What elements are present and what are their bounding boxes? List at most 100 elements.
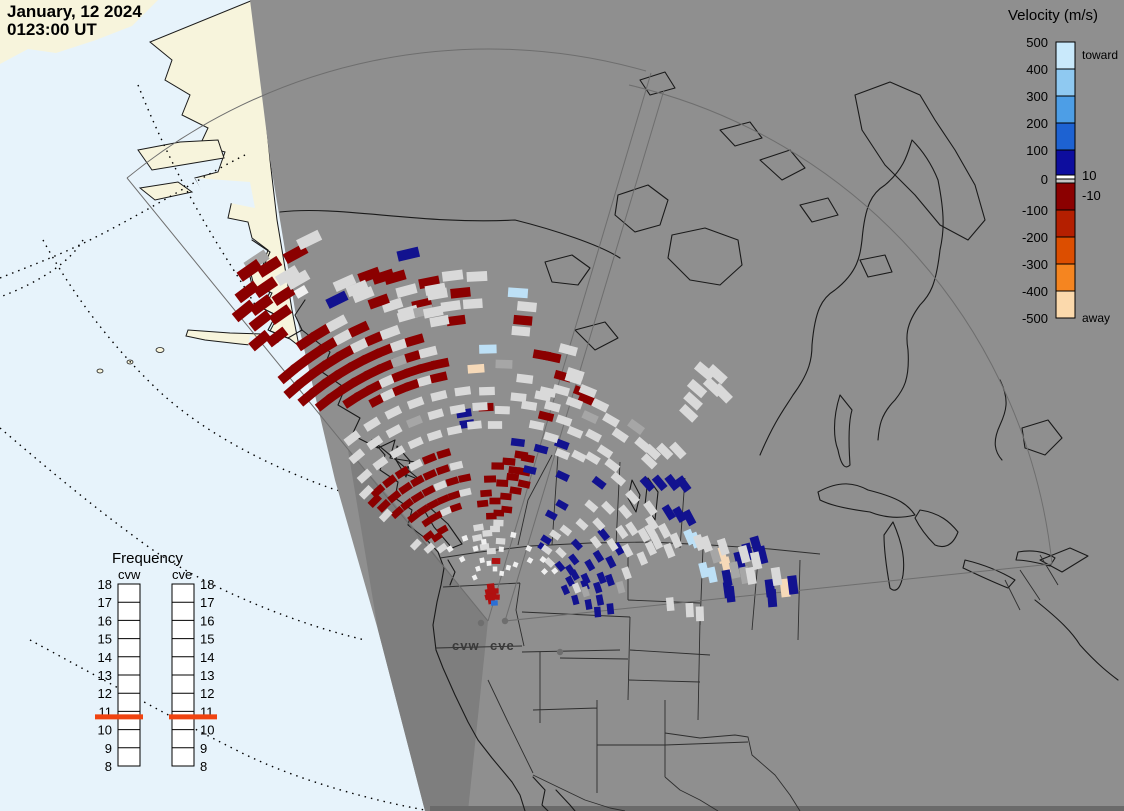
frequency-scale-label: 12 [98,686,112,701]
velocity-cell [553,438,570,451]
velocity-cell [581,410,599,425]
province-borders [517,454,686,549]
velocity-cell [461,534,469,542]
nova-scotia [1039,547,1089,573]
velocity-cell [555,470,570,482]
velocity-cell [520,400,538,411]
velocity-cell [528,420,545,431]
velocity-cell [418,345,438,359]
velocity-cell [343,430,361,447]
radar-site-dot [501,617,509,625]
velocity-cell [332,327,355,346]
velocity-cell [480,538,487,545]
velocity-cell [426,498,440,511]
velocity-cell [389,337,411,353]
velocity-cell [351,286,375,304]
velocity-cell [274,265,301,287]
velocity-cell [520,453,535,464]
velocity-cell [384,405,403,420]
velocity-cell [716,537,730,556]
velocity-cell [564,371,584,386]
velocity-cell [325,290,349,309]
velocity-cell [672,506,687,523]
velocity-cell [693,361,716,382]
baffin-island [854,81,986,241]
map-bottom-edge [430,806,1124,811]
velocity-cell [486,583,495,590]
velocity-cell [376,498,391,513]
velocity-cell [378,508,393,523]
velocity-cell [661,504,677,521]
velocity-cell [615,580,626,594]
velocity-cell [236,259,263,282]
timestamp: January, 12 2024 0123:00 UT [7,2,142,39]
velocity-cell [364,330,386,347]
velocity-cell [471,574,478,581]
frequency-scale-label: 17 [98,595,112,610]
velocity-cell [410,490,425,504]
velocity-cell [645,515,659,531]
velocity-cell [429,314,450,328]
velocity-cell [348,448,366,465]
velocity-cell [512,561,519,568]
twilight-band [348,450,488,811]
new-england-coast [1034,599,1119,681]
velocity-cell [422,530,435,542]
velocity-cell [665,597,675,612]
radar-site-dot [477,619,485,627]
velocity-cell [580,579,590,591]
velocity-cell [650,534,664,550]
velocity-cell [429,371,448,384]
velocity-cell [390,505,405,520]
velocity-cell [450,286,471,299]
velocity-cell [657,522,672,539]
velocity-cell [447,490,461,501]
velocity-cell [605,555,617,569]
velocity-cell [375,342,396,358]
velocity-cell [397,304,419,320]
velocity-cell [787,575,799,595]
velocity-cell [422,468,438,481]
velocity-cell [436,448,452,460]
velocity-cell [606,537,619,552]
velocity-cell [501,505,513,514]
aleutian-island [155,347,165,353]
colorbar-right-label: toward [1082,48,1118,62]
velocity-cell [720,556,733,574]
velocity-cell [502,457,516,466]
velocity-cell [558,343,578,357]
velocity-cell [436,494,451,505]
velocity-cell [597,527,611,542]
pacific-coast [432,551,526,811]
velocity-cell [265,326,289,348]
velocity-cell [526,556,534,564]
velocity-cell [480,489,492,498]
velocity-cell [549,529,562,541]
texas-outline [664,732,801,811]
james-bay [833,394,853,468]
velocity-cell [357,266,381,284]
velocity-cell [663,542,676,559]
velocity-cell [489,497,501,505]
velocity-cell [457,473,472,483]
velocity-cell [495,359,513,369]
colorbar-left-label: -300 [1022,257,1048,272]
frequency-marker-cve [169,714,217,720]
velocity-cell [675,475,692,493]
colorbar-segment [1056,150,1075,175]
velocity-cell [584,599,593,610]
velocity-cell [644,540,658,556]
lake-huron [914,509,959,548]
frequency-scale-label: 16 [200,613,214,628]
velocity-cell [486,547,496,555]
velocity-cell [544,400,561,413]
velocity-cell [589,535,603,549]
velocity-cell [604,457,621,473]
velocity-cell [349,336,371,354]
velocity-cell [669,532,683,549]
velocity-cell [325,314,348,333]
frequency-scale-label: 10 [98,723,112,738]
velocity-cell [486,512,497,520]
radar-sites [477,617,564,656]
